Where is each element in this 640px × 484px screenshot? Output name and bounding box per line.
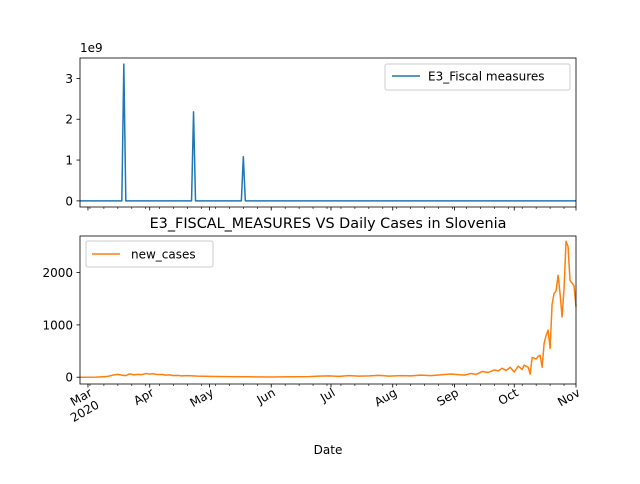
bottom-y-tick-label: 1000: [42, 318, 73, 332]
top-y-tick-label: 3: [65, 72, 73, 86]
top-legend-box: [384, 63, 571, 91]
top-y-tick-label: 1: [65, 154, 73, 168]
x-tick-label: Apr: [131, 385, 156, 408]
x-tick-label: Nov: [555, 385, 582, 409]
x-tick-label-group: Aug: [372, 385, 399, 409]
new-cases-line: [79, 240, 577, 378]
top-y-tick-label: 0: [65, 194, 73, 208]
x-tick-label-group: Sep: [434, 385, 461, 408]
top-axes-frame: [79, 57, 577, 208]
x-tick-label: Aug: [372, 385, 399, 409]
y-offset-label: 1e9: [80, 41, 103, 55]
chart-title: E3_FISCAL_MEASURES VS Daily Cases in Slo…: [150, 216, 507, 232]
bottom-y-tick-label: 2000: [42, 266, 73, 280]
x-tick-label-group: Jun: [254, 385, 278, 407]
top-legend-label: E3_Fiscal measures: [428, 70, 545, 84]
x-tick-label-group: Apr: [131, 385, 156, 408]
x-tick-label-group: Oct: [496, 385, 521, 408]
fiscal-measures-line: [80, 63, 576, 202]
x-tick-label-group: Jul: [317, 385, 337, 405]
x-tick-label: May: [187, 385, 215, 410]
top-axes: 1e9 0 1 2 3 E3_Fiscal measures: [65, 41, 577, 211]
top-legend: E3_Fiscal measures: [384, 63, 571, 91]
bottom-series-lines: [79, 240, 577, 378]
x-tick-label: Oct: [496, 385, 521, 408]
bottom-y-ticks: 0 1000 2000: [42, 266, 80, 385]
x-tick-label: Jul: [317, 385, 337, 405]
x-tick-label-group: May: [187, 385, 215, 410]
x-tick-label-group: Nov: [555, 385, 582, 409]
top-y-tick-label: 2: [65, 113, 73, 127]
bottom-legend-box: [85, 240, 214, 268]
top-x-ticks: [87, 207, 577, 211]
bottom-axes-frame: [79, 235, 577, 385]
top-series-lines: [80, 63, 576, 202]
bottom-legend-label: new_cases: [131, 248, 196, 262]
x-tick-label: Sep: [434, 385, 461, 408]
x-tick-label: Jun: [254, 385, 278, 407]
bottom-legend: new_cases: [85, 240, 214, 268]
top-y-ticks: 0 1 2 3: [65, 72, 80, 208]
x-axis-label: Date: [314, 443, 343, 457]
bottom-y-tick-label: 0: [65, 371, 73, 385]
bottom-axes: E3_FISCAL_MEASURES VS Daily Cases in Slo…: [42, 216, 582, 457]
